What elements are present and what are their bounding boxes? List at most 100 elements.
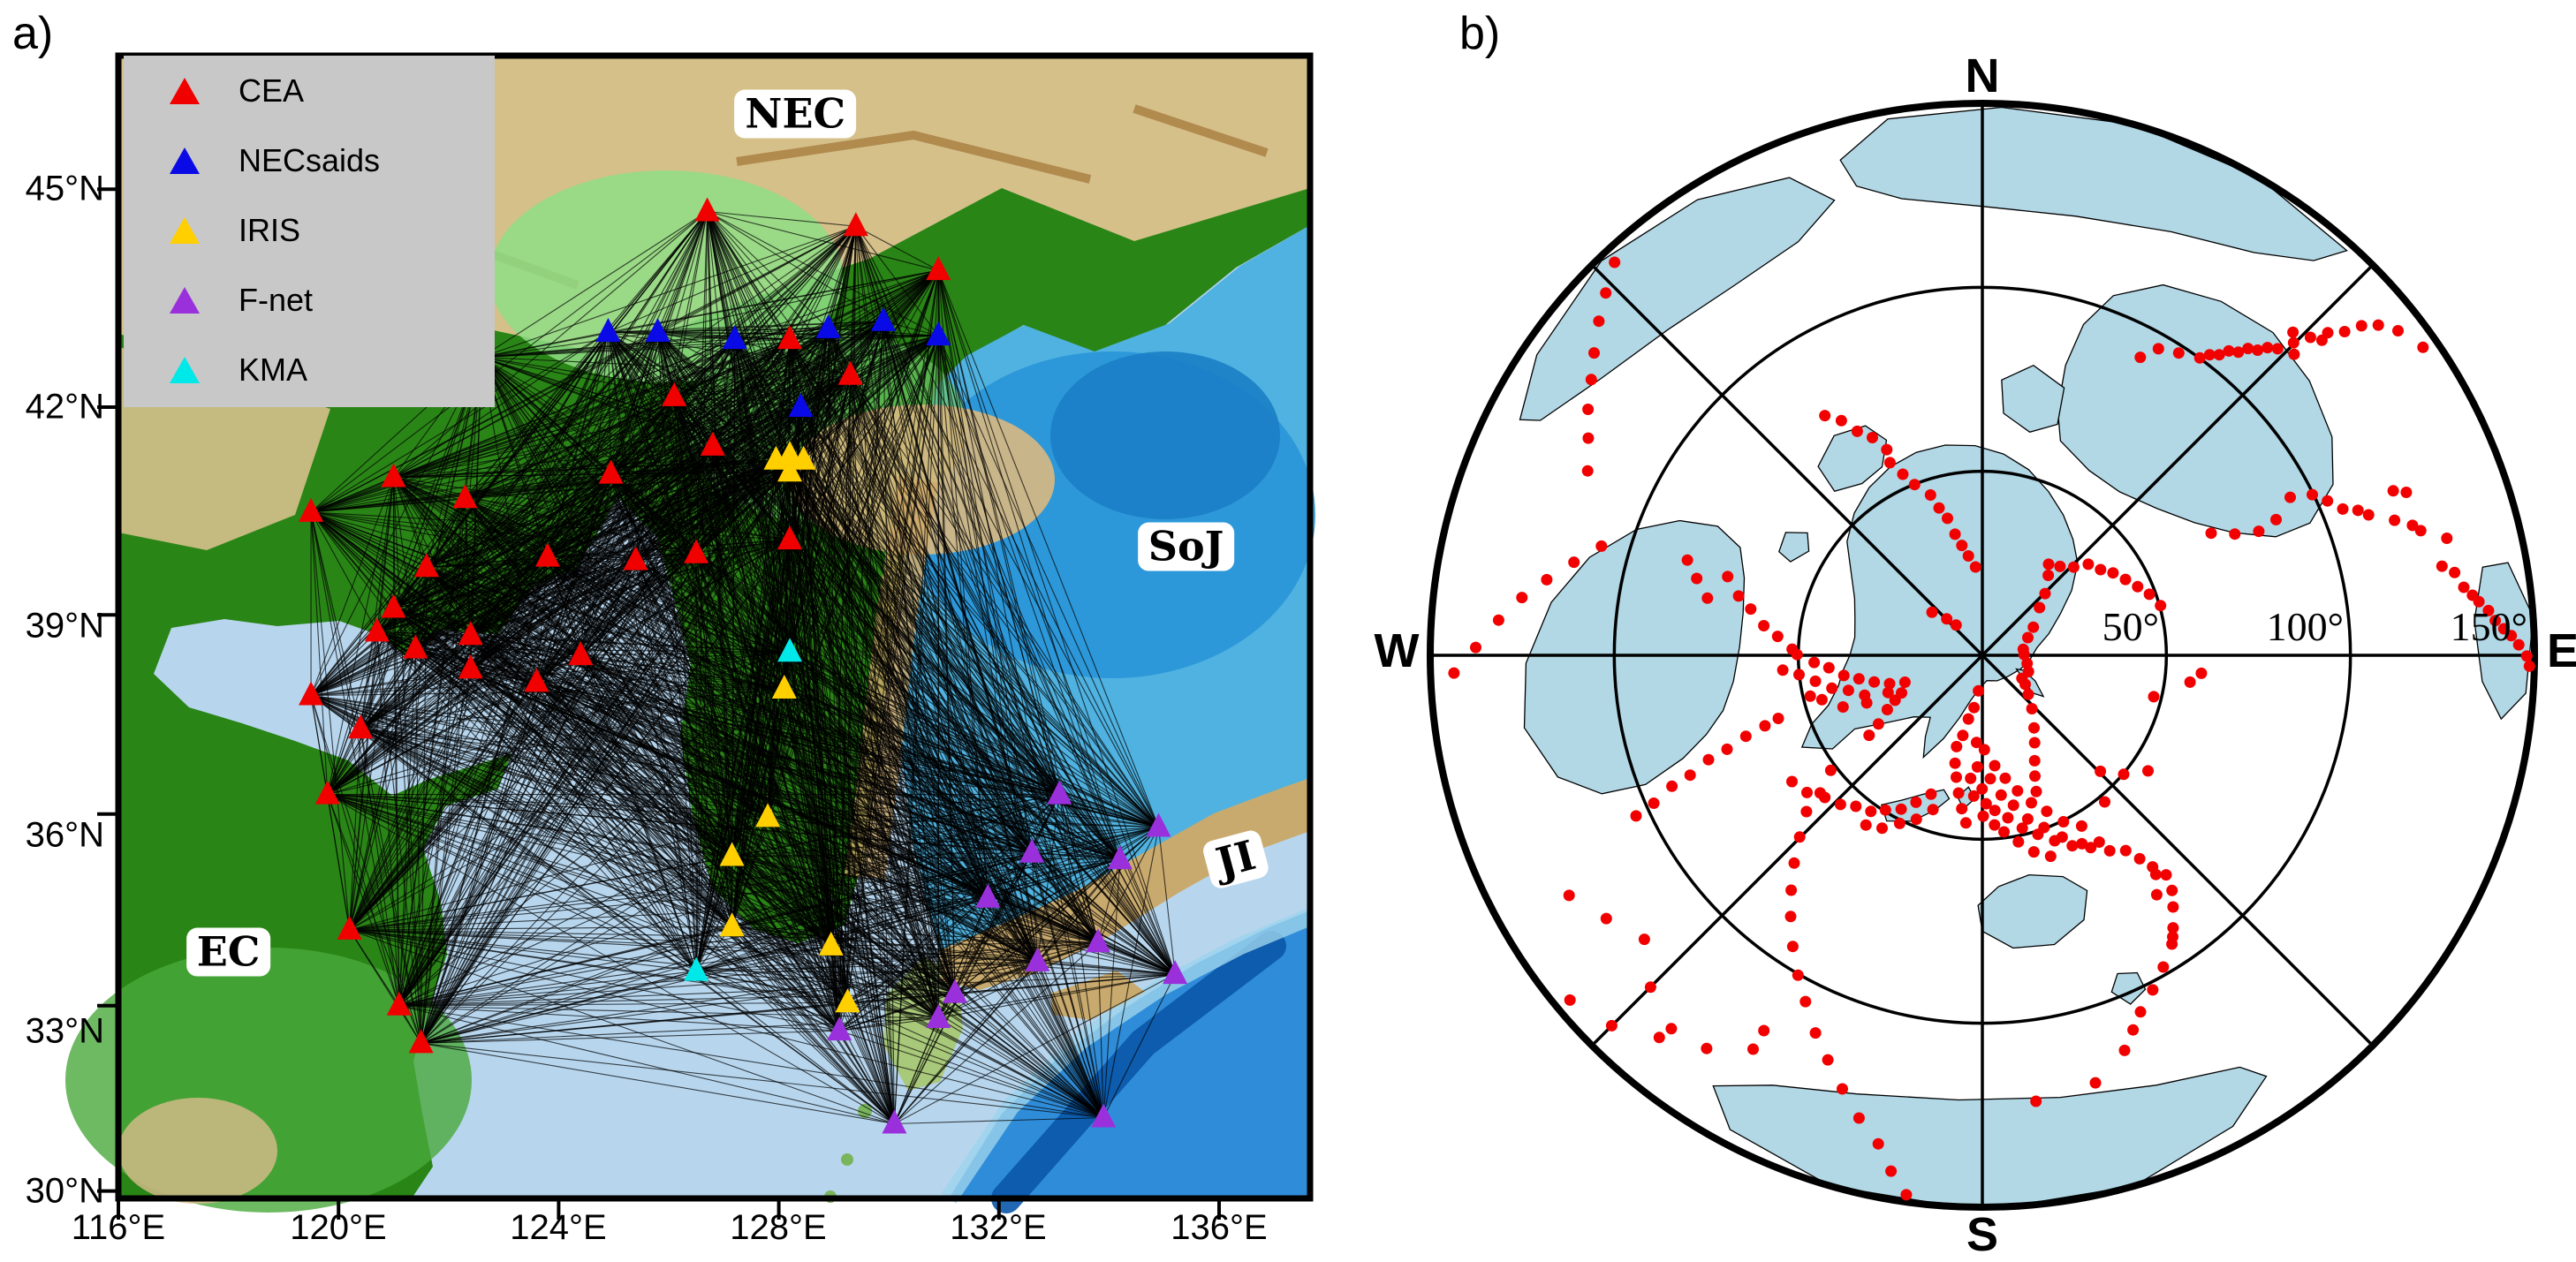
earthquake-dot: [2127, 1024, 2140, 1036]
earthquake-dot: [2355, 320, 2368, 332]
earthquake-dot: [1881, 704, 1893, 715]
legend-row-iris: IRIS: [124, 195, 495, 265]
earthquake-dot: [1772, 713, 1784, 724]
earthquake-dot: [2414, 525, 2427, 537]
earthquake-dot: [1842, 684, 1854, 697]
earthquake-dot: [2520, 650, 2533, 662]
station-triangle-f-net: [1047, 780, 1072, 805]
station-triangle-kma: [777, 638, 803, 662]
outer-boundary-150deg: [1427, 100, 2538, 1211]
earthquake-dot: [1970, 737, 1982, 749]
station-triangle-iris: [835, 988, 860, 1013]
earthquake-dot: [1788, 857, 1800, 869]
earthquake-dot: [1470, 641, 1481, 654]
earthquake-dot: [1868, 676, 1881, 688]
continent-landmass: [1712, 1066, 2268, 1205]
earthquake-dot: [1684, 769, 1696, 782]
earthquake-dot: [1541, 573, 1553, 586]
x-tick-124E: 124°E: [510, 1208, 607, 1247]
earthquake-dot: [1600, 912, 1612, 925]
earthquake-dot: [2044, 850, 2057, 863]
earthquake-dot: [2389, 514, 2401, 526]
continent-landmass: [1977, 873, 2088, 949]
earthquake-dot: [1977, 810, 1989, 822]
earthquake-dot: [2152, 343, 2164, 355]
earthquake-dot: [1638, 933, 1650, 946]
station-triangle-necsaids: [722, 325, 747, 350]
earthquake-dot: [1777, 664, 1789, 676]
earthquake-dot: [1941, 613, 1953, 625]
earthquake-dot: [1881, 443, 1893, 456]
earthquake-dot: [2066, 840, 2079, 852]
earthquake-dot: [1702, 753, 1715, 766]
station-triangle-cea: [452, 484, 478, 509]
earthquake-dot: [1949, 757, 1961, 769]
earthquake-dot: [2449, 566, 2461, 578]
station-triangle-f-net: [975, 883, 1001, 908]
station-triangle-necsaids: [595, 317, 621, 342]
earthquake-dot: [1835, 414, 1847, 427]
earthquake-dot: [1897, 468, 1909, 480]
earthquake-dot: [1989, 819, 2001, 831]
fnet-triangle-icon: [170, 286, 200, 314]
ryukyu-island: [841, 1153, 853, 1166]
shelf: [941, 908, 1314, 1204]
earthquake-dot: [1889, 694, 1901, 707]
region-label-ec: EC: [186, 927, 271, 977]
earthquake-dot: [1799, 995, 1812, 1008]
earthquake-dot: [2030, 785, 2042, 797]
legend-row-kma: KMA: [124, 335, 495, 404]
station-triangle-f-net: [1025, 947, 1050, 971]
station-triangle-iris: [777, 441, 803, 465]
earthquake-dot: [1956, 803, 1968, 815]
earthquake-dot: [1898, 676, 1911, 688]
earthquake-dot: [1924, 489, 1936, 501]
earthquake-dot: [2372, 319, 2384, 331]
earthquake-dot: [2133, 852, 2146, 865]
earthquake-dot: [1822, 661, 1835, 674]
earthquake-dot: [2041, 805, 2053, 818]
earthquake-dot: [2157, 961, 2170, 973]
earthquake-dot: [2095, 563, 2107, 576]
earthquake-dot: [2337, 503, 2349, 515]
earthquake-dot: [2400, 487, 2413, 498]
earthquake-dot: [1933, 502, 1945, 514]
kma-triangle-icon: [170, 356, 200, 383]
earthquake-dot: [2262, 342, 2274, 354]
legend-label-kma: KMA: [239, 351, 308, 388]
earthquake-dot: [1895, 803, 1907, 815]
earthquake-dot: [1581, 465, 1594, 477]
station-triangle-cea: [837, 360, 863, 385]
earthquake-dot: [1448, 667, 1460, 679]
earthquake-dot: [1834, 798, 1846, 811]
diagonal-nw-se: [1590, 263, 2375, 1047]
earthquake-dot: [2167, 922, 2179, 934]
earthquake-dot: [1910, 796, 1922, 808]
station-triangle-kma: [684, 956, 709, 981]
earthquake-dot: [1758, 1024, 1770, 1037]
earthquake-dot: [1648, 797, 1660, 809]
station-triangle-iris: [771, 674, 797, 699]
earthquake-dot: [1809, 675, 1822, 687]
station-triangle-cea: [348, 714, 374, 739]
earthquake-dot: [2082, 558, 2095, 571]
x-tick-128E: 128°E: [730, 1208, 827, 1247]
earthquake-dot: [1852, 1112, 1865, 1124]
event-distribution-panel: [1427, 100, 2538, 1211]
earthquake-dot: [2406, 519, 2419, 532]
station-triangle-iris: [719, 912, 745, 937]
station-triangle-necsaids: [926, 321, 951, 346]
earthquake-dot: [1721, 743, 1733, 755]
earthquake-dot: [1872, 718, 1884, 730]
earthquake-dot: [2167, 901, 2179, 913]
earthquake-dot: [2489, 615, 2502, 627]
cea-triangle-icon: [170, 77, 200, 104]
panel-a-letter: a): [12, 8, 54, 59]
earthquake-dot: [2304, 331, 2316, 344]
station-triangle-cea: [299, 681, 324, 706]
earthquake-dot: [2362, 509, 2375, 521]
station-triangle-cea: [299, 497, 324, 522]
earthquake-dot: [1609, 256, 1621, 268]
earthquake-dot: [1819, 410, 1831, 422]
earthquake-dot: [1819, 791, 1831, 804]
